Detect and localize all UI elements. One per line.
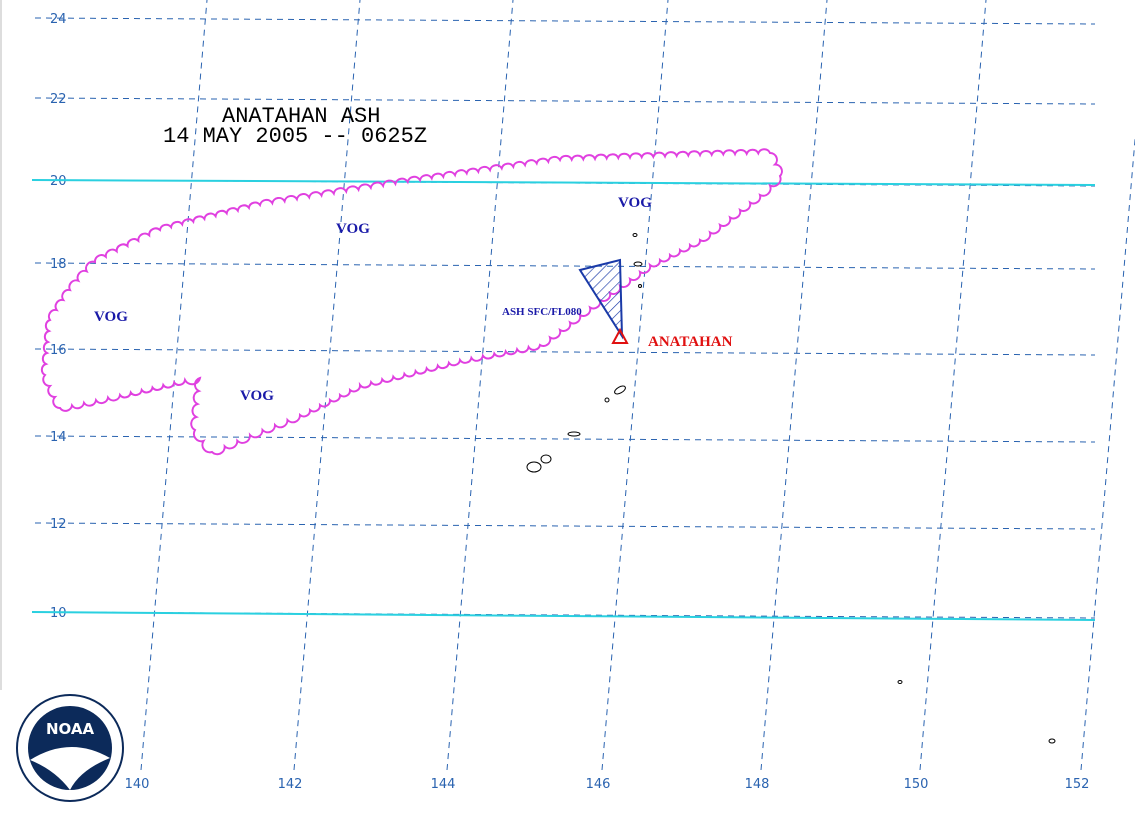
longitude-line [1080,134,1135,771]
islands [526,233,1056,744]
island [567,431,581,437]
island [1048,738,1056,744]
longitude-line [601,0,669,771]
island [604,397,610,403]
title: ANATAHAN ASH [222,104,380,129]
longitude-label: 148 [745,777,770,792]
island [633,261,643,267]
logo: NOAA [16,694,124,802]
longitude-label: 142 [278,777,303,792]
island [614,385,626,395]
longitude-label: 140 [125,777,150,792]
graticule: 24 22 20 18 16 14 12 10 140 142 144 146 148 150 152 [34,0,1135,792]
longitude-line [293,0,361,771]
latitude-label: 20 [50,174,67,189]
latitude-line [34,97,1096,105]
volcano-label: ANATAHAN [648,334,733,350]
latitude-label: 12 [50,517,67,532]
vog-label: VOG [240,388,274,404]
latitude-label: 18 [50,257,67,272]
longitude-label: 144 [431,777,456,792]
latitude-label: 24 [50,12,67,27]
island [526,461,542,473]
island [632,233,638,237]
latitude-label: 22 [50,92,67,107]
ash-label: ASH SFC/FL080 [502,306,582,318]
longitude-label: 150 [904,777,929,792]
ash-area [578,258,624,340]
latitude-line [34,17,1096,25]
longitude-line [760,0,828,771]
volcano-marker [611,327,629,344]
vog-outline [40,148,783,456]
longitude-line [919,0,987,771]
latitude-line [34,262,1096,270]
island [897,680,903,684]
subtitle: 14 MAY 2005 -- 0625Z [163,124,427,149]
latitude-label: 14 [50,430,67,445]
island [540,454,552,464]
island [638,284,642,288]
latitude-line [34,522,1096,530]
vog-label: VOG [336,221,370,237]
longitude-line [446,0,514,771]
longitude-label: 152 [1065,777,1090,792]
vog-label: VOG [618,195,652,211]
longitude-label: 146 [586,777,611,792]
boundary-line [31,179,1096,186]
latitude-label: 16 [50,343,67,358]
logo-bird [30,746,110,790]
latitude-line [34,348,1096,356]
latitude-line [34,435,1096,443]
boundary-line [31,611,1096,621]
logo-text: NOAA [46,720,95,738]
latitude-label: 10 [50,606,67,621]
vog-label: VOG [94,309,128,325]
